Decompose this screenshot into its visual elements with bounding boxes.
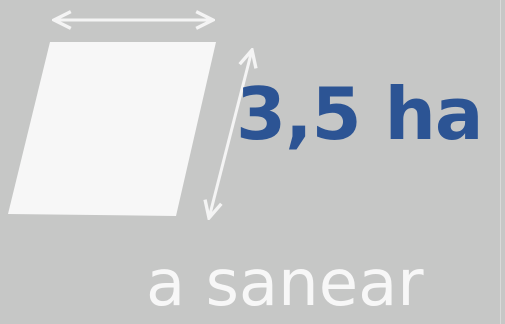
caption-text: a sanear [146,247,424,321]
parallelogram-plot-icon [8,42,216,216]
right-edge-divider [500,0,501,324]
diagonal-double-arrow-icon [209,50,252,218]
area-value: 3,5 ha [236,72,483,156]
